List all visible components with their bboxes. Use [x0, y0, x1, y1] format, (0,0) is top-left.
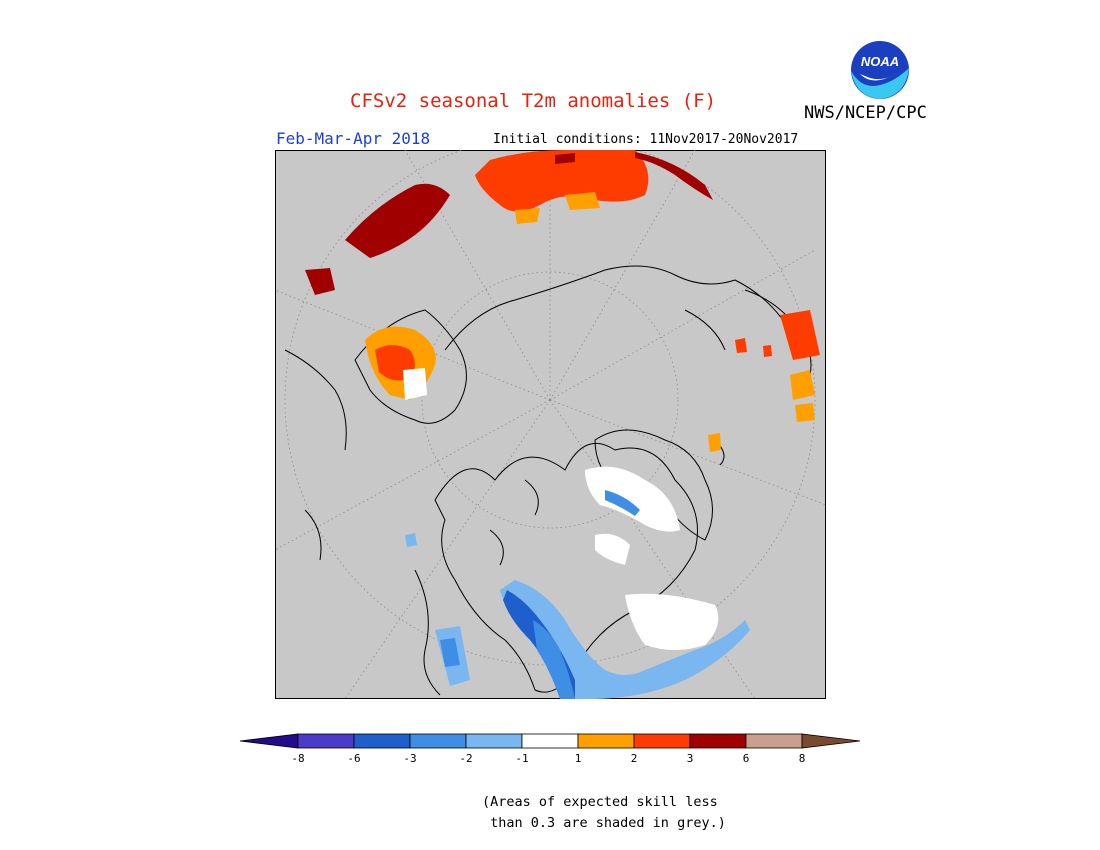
note-line-2: than 0.3 are shaded in grey.) — [482, 815, 726, 831]
colorbar-tick-label: -3 — [403, 752, 416, 765]
colorbar-swatch — [409, 733, 467, 749]
warm-anomalies — [305, 150, 820, 452]
colorbar-tick-label: 6 — [743, 752, 750, 765]
note-line-1: (Areas of expected skill less — [482, 794, 718, 810]
skill-note: (Areas of expected skill less than 0.3 a… — [482, 792, 726, 834]
colorbar-arrow-right — [801, 733, 861, 749]
colorbar-swatch — [633, 733, 691, 749]
colorbar-tick-label: 8 — [799, 752, 806, 765]
colorbar-swatch — [689, 733, 747, 749]
colorbar-swatch — [297, 733, 355, 749]
noaa-logo: NOAA — [849, 39, 911, 101]
colorbar-swatch — [521, 733, 579, 749]
colorbar-tick-label: -6 — [347, 752, 360, 765]
initial-conditions: Initial conditions: 11Nov2017-20Nov2017 — [493, 132, 799, 147]
svg-text:NOAA: NOAA — [861, 54, 899, 69]
colorbar-arrow-left — [239, 733, 299, 749]
cool-anomalies — [405, 466, 750, 699]
colorbar-swatch — [745, 733, 803, 749]
colorbar-tick-label: -8 — [291, 752, 304, 765]
colorbar-tick-label: 2 — [631, 752, 638, 765]
polar-anomaly-map — [275, 150, 826, 699]
map-title: CFSv2 seasonal T2m anomalies (F) — [350, 90, 717, 112]
colorbar-tick-label: 3 — [687, 752, 694, 765]
agency-label: NWS/NCEP/CPC — [804, 103, 927, 123]
anomaly-colorbar: -8 -6 -3 -2 -1 1 2 3 6 8 — [239, 733, 861, 765]
colorbar-tick-label: -2 — [459, 752, 472, 765]
colorbar-swatch — [577, 733, 635, 749]
forecast-period: Feb-Mar-Apr 2018 — [276, 129, 431, 148]
colorbar-tick-label: -1 — [515, 752, 528, 765]
colorbar-swatch — [353, 733, 411, 749]
colorbar-tick-label: 1 — [575, 752, 582, 765]
colorbar-swatch — [465, 733, 523, 749]
